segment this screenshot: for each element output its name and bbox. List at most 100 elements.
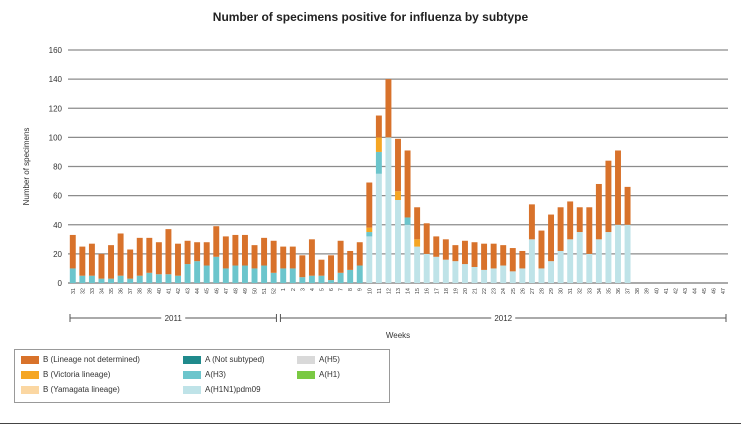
y-tick-label: 120 xyxy=(49,104,63,113)
bar-segment-h3 xyxy=(337,272,344,283)
x-tick-label: 41 xyxy=(664,288,670,294)
bar-segment-h3 xyxy=(404,217,411,225)
bar-segment-b-lineage-nd xyxy=(222,236,229,269)
bar-segment-b-lineage-nd xyxy=(127,249,134,279)
bar-segment-h3 xyxy=(175,275,181,283)
bar-segment-h3 xyxy=(203,265,210,283)
x-tick-label: 46 xyxy=(712,288,718,294)
bar-segment-b-lineage-nd xyxy=(519,250,526,269)
x-tick-label: 29 xyxy=(549,288,555,294)
bar-segment-b-lineage-nd xyxy=(490,243,497,269)
bar-segment-b-lineage-nd xyxy=(98,253,105,279)
x-tick-label: 43 xyxy=(186,288,192,294)
x-tick-label: 12 xyxy=(386,288,392,294)
x-tick-label: 10 xyxy=(367,288,373,294)
bar-segment-b-lineage-nd xyxy=(471,242,478,267)
y-tick-label: 60 xyxy=(53,192,62,201)
x-tick-label: 39 xyxy=(147,288,153,294)
bar-segment-h3 xyxy=(289,268,296,283)
x-tick-label: 7 xyxy=(339,288,345,291)
year-label-bg xyxy=(491,313,516,323)
x-tick-label: 40 xyxy=(654,288,660,294)
bar-segment-b-lineage-nd xyxy=(280,246,287,269)
bar-segment-b-lineage-nd xyxy=(538,230,545,269)
x-tick-label: 25 xyxy=(511,288,517,294)
bar-segment-b-lineage-nd xyxy=(299,255,306,278)
bar-segment-h1n1pdm09 xyxy=(557,250,564,283)
bar-segment-h1n1pdm09 xyxy=(567,239,574,283)
x-tick-label: 21 xyxy=(473,288,479,294)
bar-segment-h1n1pdm09 xyxy=(461,264,468,283)
bar-segment-b-lineage-nd xyxy=(509,248,516,272)
x-tick-label: 27 xyxy=(530,288,536,294)
legend-label: B (Lineage not determined) xyxy=(43,355,140,364)
bar-segment-b-lineage-nd xyxy=(318,259,325,276)
year-label: 2012 xyxy=(494,314,512,323)
bar-segment-b-lineage-nd xyxy=(337,240,344,273)
bar-segment-h1n1pdm09 xyxy=(595,239,602,283)
x-tick-label: 34 xyxy=(597,288,603,294)
bar-segment-b-lineage-nd xyxy=(461,240,468,265)
bottom-rule xyxy=(0,423,741,424)
bar-segment-b-lineage-nd xyxy=(615,150,621,225)
x-tick-label: 36 xyxy=(616,288,622,294)
bar-segment-h3 xyxy=(261,265,268,283)
bar-segment-b-lineage-nd xyxy=(251,245,258,269)
bar-segment-h1n1pdm09 xyxy=(490,268,497,283)
bar-segment-b-victoria xyxy=(366,227,373,233)
legend-swatch xyxy=(183,370,201,379)
bar-segment-h3 xyxy=(194,261,201,283)
legend-label: B (Victoria lineage) xyxy=(43,370,111,379)
bar-segment-b-lineage-nd xyxy=(289,246,296,269)
x-tick-label: 16 xyxy=(425,288,431,294)
bar-segment-b-lineage-nd xyxy=(241,234,248,266)
bar-segment-h1n1pdm09 xyxy=(509,271,516,283)
legend-label: A(H3) xyxy=(205,370,226,379)
y-tick-label: 100 xyxy=(49,133,63,142)
bar-segment-h3 xyxy=(270,272,277,283)
legend-swatch xyxy=(183,355,201,364)
x-tick-label: 26 xyxy=(520,288,526,294)
bar-segment-h3 xyxy=(117,275,124,283)
x-tick-label: 52 xyxy=(272,288,278,294)
bar-segment-h1n1pdm09 xyxy=(442,259,449,283)
bar-segment-h1n1pdm09 xyxy=(433,256,440,283)
x-tick-label: 50 xyxy=(253,288,259,294)
bar-segment-h3 xyxy=(108,278,115,283)
x-tick-label: 13 xyxy=(396,288,402,294)
bar-segment-h3 xyxy=(308,275,315,283)
legend-label: A(H1) xyxy=(319,370,340,379)
bar-segment-b-lineage-nd xyxy=(567,201,574,240)
bar-segment-h1n1pdm09 xyxy=(395,199,401,283)
bar-segment-h3 xyxy=(146,272,153,283)
bar-segment-b-lineage-nd xyxy=(423,223,430,254)
bar-segment-b-lineage-nd xyxy=(79,246,86,276)
bar-segment-b-lineage-nd xyxy=(203,242,210,266)
x-tick-label: 3 xyxy=(300,288,306,291)
bar-segment-h3 xyxy=(241,265,248,283)
bar-segment-h1n1pdm09 xyxy=(375,173,382,283)
legend-item: A (Not subtyped) xyxy=(183,355,265,364)
bar-segment-b-lineage-nd xyxy=(528,204,535,240)
bar-segment-h3 xyxy=(222,268,229,283)
legend-swatch xyxy=(297,370,315,379)
bar-segment-h3 xyxy=(155,274,162,283)
bar-segment-b-lineage-nd xyxy=(605,160,612,233)
legend-swatch xyxy=(183,385,201,394)
legend-swatch xyxy=(21,385,39,394)
legend-swatch xyxy=(297,355,315,364)
bar-segment-h1n1pdm09 xyxy=(528,239,535,283)
bar-segment-h3 xyxy=(328,280,335,283)
bar-segment-b-lineage-nd xyxy=(184,240,191,265)
x-tick-label: 9 xyxy=(358,288,364,291)
bar-segment-b-lineage-nd xyxy=(155,242,162,275)
bar-segment-b-lineage-nd xyxy=(232,234,239,266)
x-tick-label: 47 xyxy=(721,288,727,294)
bar-segment-b-lineage-nd xyxy=(213,226,220,257)
legend-swatch xyxy=(21,370,39,379)
bar-segment-h3 xyxy=(366,232,373,237)
x-tick-label: 38 xyxy=(138,288,144,294)
legend-item: A(H5) xyxy=(297,355,340,364)
x-tick-label: 20 xyxy=(463,288,469,294)
bar-segment-h1n1pdm09 xyxy=(366,236,373,283)
